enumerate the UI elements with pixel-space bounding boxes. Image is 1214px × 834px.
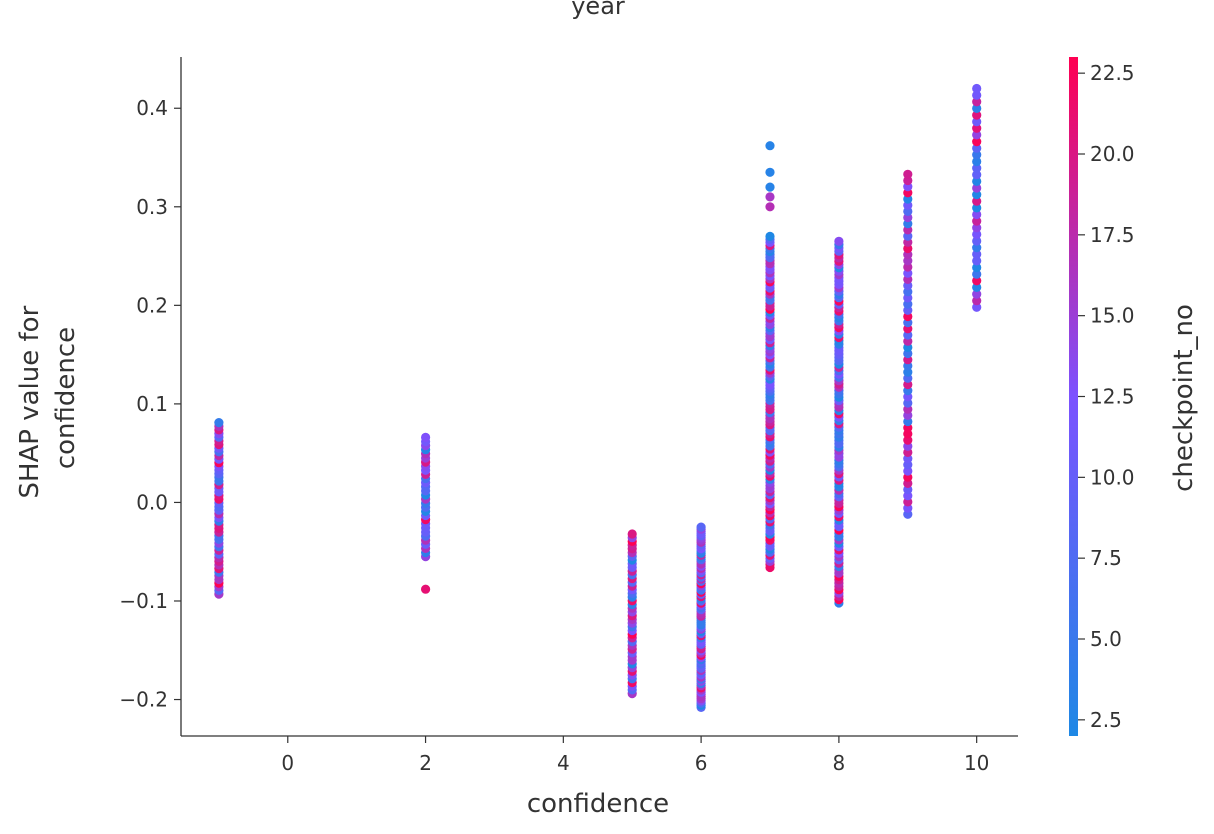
x-tick-label: 8: [833, 751, 846, 775]
data-point: [972, 216, 982, 226]
data-point: [972, 282, 982, 292]
x-tick-label: 2: [419, 751, 432, 775]
colorbar-tick-label: 20.0: [1090, 142, 1135, 166]
colorbar: [1069, 57, 1078, 736]
data-point: [972, 203, 982, 213]
data-point: [972, 123, 982, 133]
data-point: [765, 231, 775, 241]
data-point: [972, 163, 982, 173]
data-point: [972, 296, 982, 306]
data-point: [972, 90, 982, 100]
y-axis-label: SHAP value for confidence: [15, 297, 81, 498]
data-point: [972, 302, 982, 312]
data-point: [972, 117, 982, 127]
y-tick-label: −0.2: [119, 688, 168, 712]
data-point: [972, 236, 982, 246]
colorbar-tick-label: 12.5: [1090, 385, 1135, 409]
data-point: [972, 269, 982, 279]
data-point: [421, 432, 431, 442]
data-point: [972, 170, 982, 180]
scatter-points: [214, 83, 982, 713]
data-point: [972, 103, 982, 113]
x-tick-label: 0: [281, 751, 294, 775]
y-axis-label-line-1: SHAP value for: [15, 305, 45, 498]
data-point: [972, 137, 982, 147]
data-point: [765, 192, 775, 202]
data-point: [421, 584, 431, 594]
data-point: [972, 256, 982, 266]
data-point: [972, 83, 982, 94]
colorbar-label: checkpoint_no: [1169, 304, 1199, 492]
data-point: [696, 522, 706, 532]
y-tick-label: 0.1: [136, 392, 168, 416]
y-tick-label: 0.4: [136, 96, 168, 120]
colorbar-tick-label: 2.5: [1090, 708, 1122, 732]
y-tick-label: 0.3: [136, 195, 168, 219]
data-point: [903, 169, 913, 179]
data-point: [627, 529, 637, 539]
colorbar-tick-label: 17.5: [1090, 223, 1135, 247]
x-tick-label: 6: [695, 751, 708, 775]
data-point: [765, 167, 775, 177]
colorbar-ticks: 2.5 5.0 7.5 10.0 12.5 15.0 17.5 20.0 22.5: [1078, 61, 1135, 732]
data-point: [972, 97, 982, 107]
x-tick-label: 4: [557, 751, 570, 775]
y-tick-label: −0.1: [119, 589, 168, 613]
data-point: [972, 209, 982, 220]
colorbar-tick-label: 7.5: [1090, 546, 1122, 570]
data-point: [214, 418, 224, 428]
data-point: [765, 141, 775, 151]
data-point: [972, 156, 982, 167]
data-point: [972, 196, 982, 206]
y-ticks: −0.2 −0.1 0.0 0.1 0.2 0.3 0.4: [119, 96, 181, 712]
data-point: [972, 150, 982, 160]
data-point: [972, 143, 982, 153]
data-point: [972, 262, 982, 273]
y-axis-label-line-2: confidence: [51, 327, 81, 469]
colorbar-tick-label: 5.0: [1090, 627, 1122, 651]
colorbar-tick-label: 22.5: [1090, 61, 1135, 85]
x-ticks: 0 2 4 6 8 10: [281, 736, 989, 775]
data-point: [972, 190, 982, 200]
data-point: [972, 110, 982, 120]
data-point: [972, 176, 982, 186]
x-tick-label: 10: [964, 751, 989, 775]
chart-title: year: [571, 0, 625, 20]
data-point: [972, 229, 982, 239]
colorbar-tick-label: 15.0: [1090, 304, 1135, 328]
y-tick-label: 0.2: [136, 293, 168, 317]
data-point: [765, 202, 775, 212]
data-point: [972, 243, 982, 253]
data-point: [972, 223, 982, 233]
data-point: [834, 236, 844, 246]
data-point: [972, 130, 982, 140]
data-point: [972, 249, 982, 259]
data-point: [972, 183, 982, 193]
colorbar-tick-label: 10.0: [1090, 465, 1135, 489]
data-point: [972, 289, 982, 299]
y-tick-label: 0.0: [136, 490, 168, 514]
x-axis-label: confidence: [527, 789, 669, 819]
data-point: [765, 182, 775, 192]
data-point: [972, 276, 982, 286]
